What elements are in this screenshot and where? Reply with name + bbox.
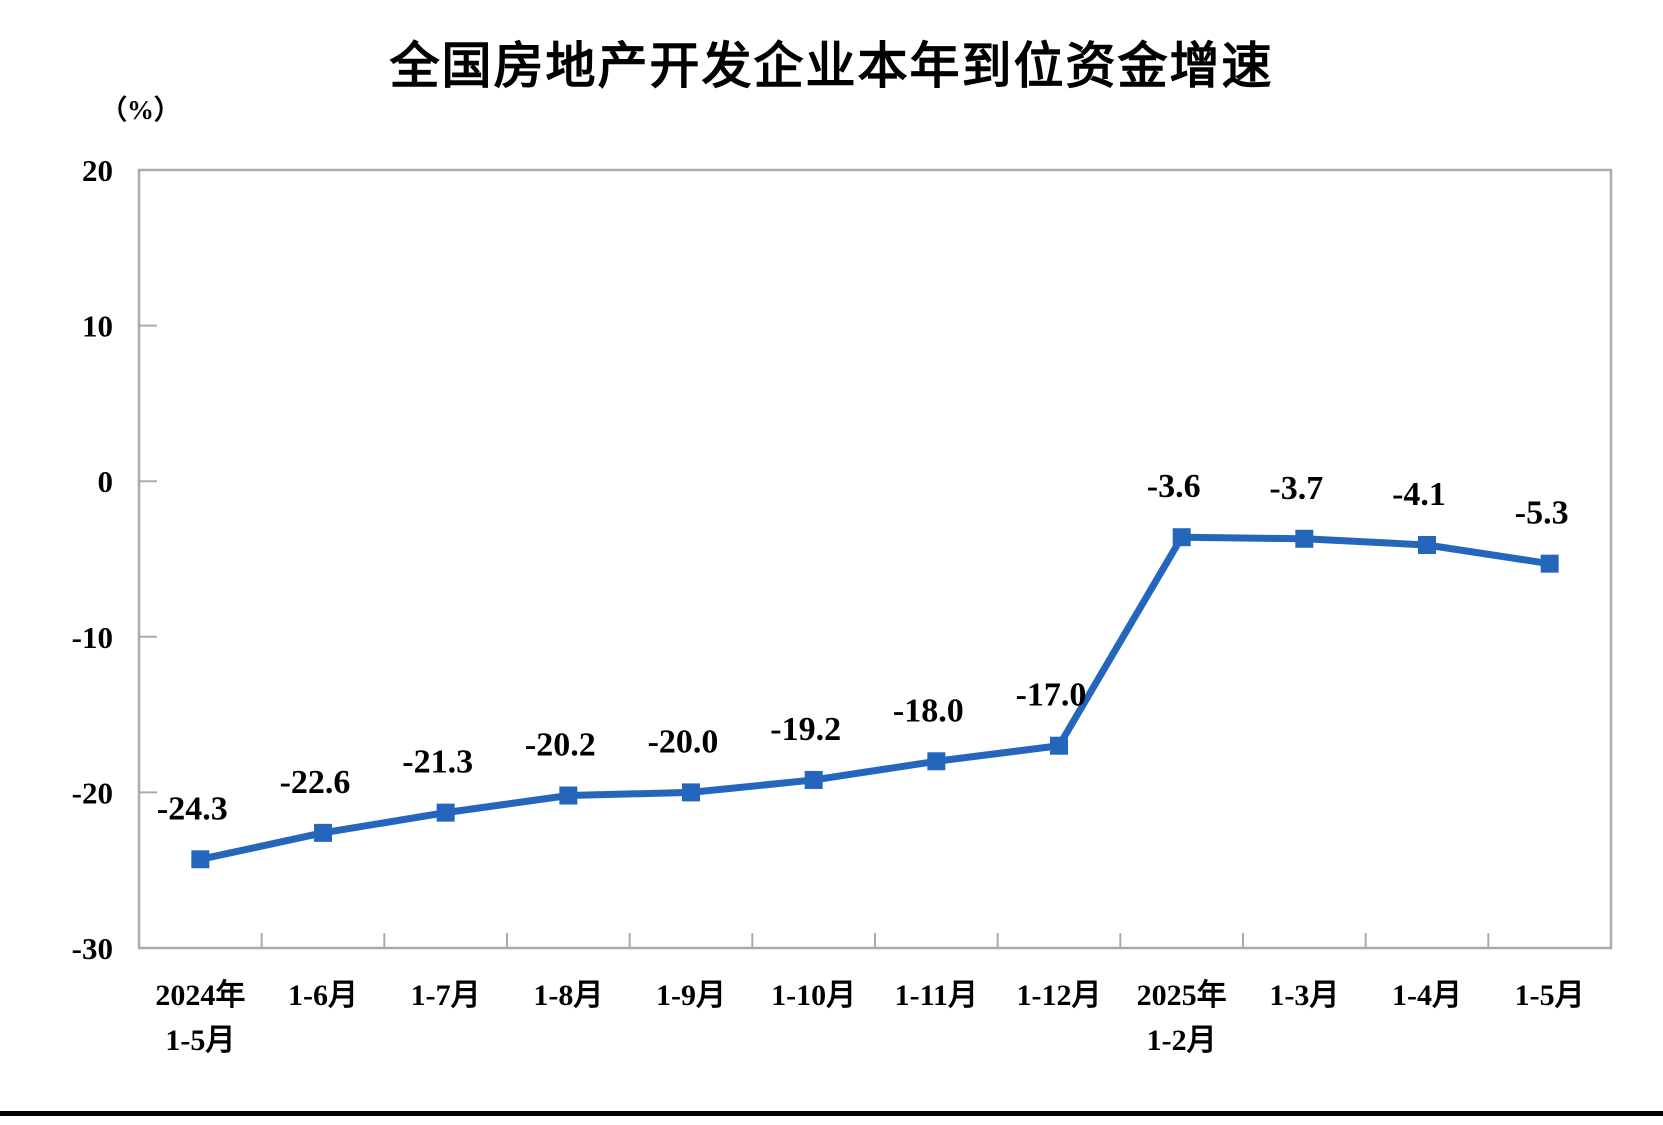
data-point-label: -3.7 [1269,470,1323,507]
y-tick-label: 0 [98,464,114,499]
data-point-marker [314,823,332,842]
plot-border [137,168,1613,950]
data-point-marker [1050,736,1068,755]
data-point-marker [1540,554,1559,573]
data-point-label: -20.2 [525,727,596,764]
x-tick-label: 1-10月 [771,979,856,1012]
x-tick-label: 1-12月 [1017,979,1102,1012]
x-tick-label: 2025年 [1137,979,1227,1012]
x-tick-label: 1-11月 [895,979,978,1012]
y-axis-unit-label: （%） [100,95,181,125]
y-tick-label: -10 [72,620,113,655]
x-tick-label: 1-4月 [1392,979,1462,1012]
data-point-label: -18.0 [893,692,964,729]
data-point-marker [682,783,700,802]
data-point-marker [1295,529,1314,548]
data-point-label: -24.3 [157,790,228,827]
data-point-marker [559,786,578,805]
page-divider [0,1111,1663,1116]
data-point-label: -17.0 [1016,677,1087,714]
data-point-label: -20.0 [648,723,719,760]
data-point-marker [191,850,210,869]
data-line [196,533,1554,863]
data-point-marker [927,752,946,771]
data-point-label: -3.6 [1147,468,1201,505]
x-tick-label: 1-7月 [411,979,481,1012]
x-tick-label: 2024年 [155,979,245,1012]
x-tick-label: 1-5月 [1515,979,1585,1012]
chart-title: 全国房地产开发企业本年到位资金增速 [389,38,1274,94]
y-tick-label: -30 [72,931,113,966]
data-point-marker [436,803,455,822]
x-tick-label: 1-8月 [533,979,603,1012]
x-tick-label-line2: 1-5月 [165,1024,235,1057]
x-tick-label: 1-9月 [656,979,726,1012]
data-point-label: -19.2 [770,711,841,748]
y-tick-label: 10 [82,309,113,344]
x-tick-label-line2: 1-2月 [1147,1024,1217,1057]
data-point-label: -4.1 [1392,476,1446,513]
data-point-marker [1418,535,1436,554]
data-point-marker [804,770,823,789]
data-point-label: -22.6 [280,764,351,801]
y-tick-label: 20 [82,153,113,188]
data-point-label: -21.3 [402,744,473,781]
x-tick-label: 1-3月 [1269,979,1339,1012]
y-tick-label: -20 [72,775,113,810]
x-tick-label: 1-6月 [288,979,358,1012]
data-point-label: -5.3 [1515,495,1569,532]
data-point-marker [1172,528,1191,547]
